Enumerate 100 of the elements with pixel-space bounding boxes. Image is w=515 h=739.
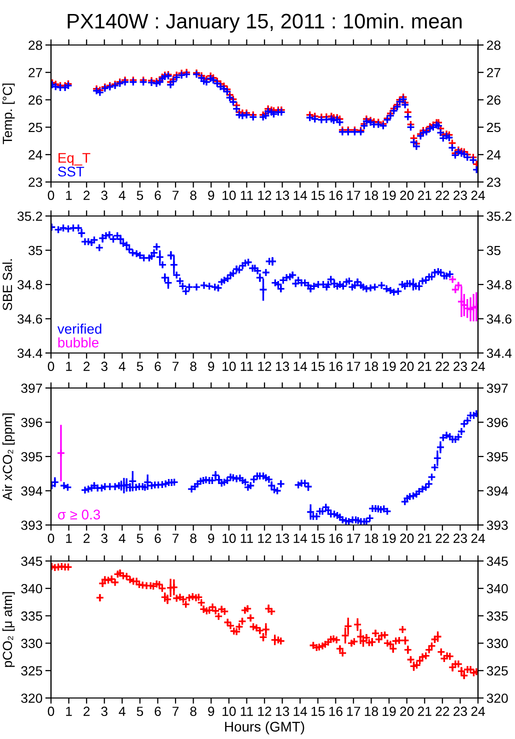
y2-tick-label: 23 bbox=[486, 178, 500, 187]
x-tick-label: 22 bbox=[436, 362, 450, 371]
x-tick-label: 19 bbox=[382, 190, 396, 200]
x-tick-label: 6 bbox=[154, 534, 161, 544]
x-tick-label: 9 bbox=[208, 706, 214, 716]
y2-tick-label: 340 bbox=[486, 584, 508, 594]
x-tick-label: 18 bbox=[364, 190, 378, 200]
x-tick-label: 15 bbox=[312, 190, 325, 200]
y-tick-label: 397 bbox=[21, 384, 42, 393]
x-tick-label: 2 bbox=[84, 534, 90, 543]
x-tick-label: 9 bbox=[208, 190, 214, 200]
x-tick-label: 3 bbox=[101, 534, 108, 544]
x-tick-label: 10 bbox=[222, 534, 236, 544]
y-axis-title: pCO₂ [μ atm] bbox=[2, 592, 15, 667]
x-tick-label: 17 bbox=[347, 706, 360, 716]
y2-tick-label: 24 bbox=[486, 150, 501, 160]
x-tick-label: 8 bbox=[190, 362, 196, 372]
x-tick-label: 0 bbox=[48, 362, 54, 372]
y2-tick-label: 393 bbox=[486, 520, 508, 530]
x-tick-label: 2 bbox=[84, 190, 90, 200]
x-tick-label: 11 bbox=[240, 534, 253, 543]
x-tick-label: 0 bbox=[48, 190, 54, 200]
x-tick-label: 21 bbox=[418, 706, 432, 716]
y2-tick-label: 330 bbox=[486, 638, 508, 648]
y-tick-label: 35 bbox=[28, 246, 42, 256]
y-tick-label: 396 bbox=[21, 418, 42, 428]
x-tick-label: 1 bbox=[66, 362, 72, 371]
x-tick-label: 4 bbox=[118, 706, 126, 716]
x-tick-label: 6 bbox=[154, 706, 161, 716]
x-tick-label: 1 bbox=[66, 534, 72, 543]
x-tick-label: 20 bbox=[400, 190, 414, 200]
text: SST bbox=[58, 166, 84, 177]
x-tick-label: 10 bbox=[222, 706, 236, 716]
y2-tick-label: 34.8 bbox=[486, 280, 512, 290]
x-tick-label: 5 bbox=[136, 362, 144, 372]
x-tick-label: 3 bbox=[101, 190, 108, 200]
y-tick-label: 34.8 bbox=[17, 280, 42, 290]
x-tick-label: 12 bbox=[258, 706, 272, 716]
x-tick-label: 16 bbox=[329, 706, 342, 716]
x-tick-label: 14 bbox=[294, 534, 308, 543]
y-tick-label: 35.2 bbox=[17, 212, 42, 221]
y-tick-label: 330 bbox=[21, 638, 42, 648]
x-tick-label: 19 bbox=[382, 534, 396, 544]
x-tick-label: 1 bbox=[66, 706, 72, 716]
x-tick-label: 7 bbox=[172, 534, 179, 543]
y-tick-label: 393 bbox=[21, 520, 42, 530]
y2-tick-label: 26 bbox=[486, 95, 500, 105]
x-tick-label: 24 bbox=[471, 190, 485, 200]
text: σ ≥ 0.3 bbox=[58, 510, 100, 520]
x-tick-label: 6 bbox=[154, 190, 161, 200]
x-tick-label: 20 bbox=[400, 362, 414, 372]
x-tick-label: 22 bbox=[436, 534, 450, 543]
y-tick-label: 320 bbox=[21, 694, 42, 703]
x-tick-label: 17 bbox=[347, 190, 360, 200]
x-tick-label: 16 bbox=[329, 534, 342, 544]
x-tick-label: 16 bbox=[329, 190, 342, 200]
y-tick-label: 27 bbox=[28, 68, 42, 78]
y2-tick-label: 320 bbox=[486, 694, 508, 703]
y-axis-title: SBE Sal. bbox=[2, 259, 12, 310]
y2-tick-label: 394 bbox=[486, 486, 508, 496]
x-tick-label: 12 bbox=[258, 534, 272, 543]
x-tick-label: 19 bbox=[382, 362, 396, 372]
x-tick-label: 15 bbox=[312, 362, 325, 372]
x-tick-label: 23 bbox=[454, 190, 467, 200]
y2-tick-label: 345 bbox=[486, 556, 508, 566]
x-tick-label: 24 bbox=[471, 362, 485, 371]
y2-tick-label: 34.4 bbox=[486, 348, 512, 358]
x-tick-label: 16 bbox=[329, 362, 342, 372]
x-tick-label: 7 bbox=[172, 362, 179, 371]
x-tick-label: 4 bbox=[118, 534, 126, 543]
x-tick-label: 2 bbox=[84, 362, 90, 371]
y-tick-label: 26 bbox=[28, 95, 42, 105]
x-tick-label: 14 bbox=[294, 362, 308, 371]
y2-tick-label: 27 bbox=[486, 68, 500, 78]
y-tick-label: 25 bbox=[28, 122, 42, 132]
x-tick-label: 21 bbox=[418, 190, 432, 200]
x-tick-label: 6 bbox=[154, 362, 161, 372]
y-tick-label: 34.6 bbox=[17, 314, 42, 324]
y2-tick-label: 397 bbox=[486, 384, 508, 393]
x-tick-label: 19 bbox=[382, 706, 396, 716]
text: Eq_T bbox=[58, 153, 90, 166]
x-tick-label: 22 bbox=[436, 190, 450, 200]
x-tick-label: 23 bbox=[454, 362, 467, 372]
x-tick-label: 7 bbox=[172, 706, 179, 716]
x-tick-label: 2 bbox=[84, 706, 90, 716]
y2-tick-label: 325 bbox=[486, 666, 508, 676]
y2-tick-label: 34.6 bbox=[486, 314, 512, 324]
x-tick-label: 12 bbox=[258, 190, 272, 200]
y-tick-label: 340 bbox=[21, 584, 42, 594]
x-tick-label: 11 bbox=[240, 190, 253, 200]
text: verified bbox=[57, 324, 102, 334]
y-tick-label: 28 bbox=[28, 40, 42, 50]
x-tick-label: 7 bbox=[172, 190, 179, 200]
y-axis-title: Air xCO₂ [ppm] bbox=[2, 413, 15, 500]
x-tick-label: 13 bbox=[276, 190, 290, 200]
x-tick-label: 13 bbox=[276, 534, 290, 544]
x-tick-label: 17 bbox=[347, 534, 360, 543]
y2-tick-label: 395 bbox=[486, 452, 508, 462]
x-tick-label: 11 bbox=[240, 362, 253, 371]
y-tick-label: 395 bbox=[21, 452, 42, 462]
